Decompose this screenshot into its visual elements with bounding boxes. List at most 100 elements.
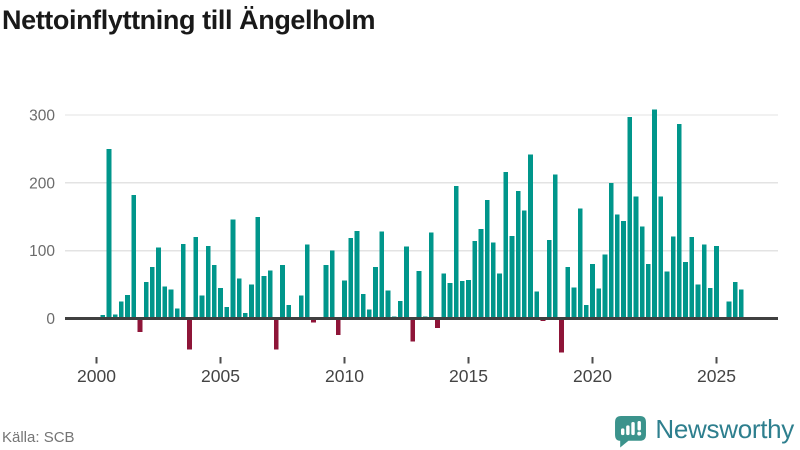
bar-positive xyxy=(707,287,713,319)
bar-positive xyxy=(546,239,552,319)
bar-positive xyxy=(453,186,459,319)
bar-positive xyxy=(193,237,199,319)
bar-positive xyxy=(242,313,248,319)
bar-positive xyxy=(645,264,651,319)
bar-positive xyxy=(218,287,223,319)
bar-positive xyxy=(255,216,261,319)
bar-positive xyxy=(571,287,577,319)
bar-positive xyxy=(131,195,137,319)
bar-positive xyxy=(577,208,583,319)
logo-bar-2 xyxy=(626,424,630,435)
bar-positive xyxy=(639,226,645,319)
bar-positive xyxy=(385,290,391,319)
bar-positive xyxy=(162,286,168,319)
bar-positive xyxy=(552,174,558,319)
x-tick-label: 2005 xyxy=(201,366,240,386)
bar-positive xyxy=(652,109,657,319)
bar-positive xyxy=(267,270,273,319)
bar-positive xyxy=(627,117,633,319)
bar-positive xyxy=(125,294,130,319)
bar-positive xyxy=(360,294,366,319)
x-tick-label: 2010 xyxy=(325,366,364,386)
bar-positive xyxy=(614,214,620,319)
bar-positive xyxy=(738,289,744,319)
bar-positive xyxy=(143,281,149,319)
bar-positive xyxy=(323,264,329,319)
bar-negative xyxy=(311,318,316,323)
bar-negative xyxy=(540,318,546,322)
bar-positive xyxy=(459,281,465,319)
y-tick-label: 0 xyxy=(46,311,55,328)
bar-positive xyxy=(199,295,205,319)
bar-positive xyxy=(168,289,174,319)
bar-positive xyxy=(521,210,527,319)
bar-positive xyxy=(664,271,670,319)
bar-positive xyxy=(726,301,732,319)
bar-positive xyxy=(447,283,453,319)
bar-negative xyxy=(410,318,416,342)
bar-positive xyxy=(416,271,422,319)
newsworthy-speech-bubble-icon xyxy=(615,415,647,447)
bar-negative xyxy=(435,318,440,328)
bar-positive xyxy=(397,300,403,319)
x-tick-label: 2000 xyxy=(77,366,116,386)
chart-title: Nettoinflyttning till Ängelholm xyxy=(2,5,376,35)
bar-positive xyxy=(596,288,602,319)
bar-positive xyxy=(590,264,595,319)
bar-positive xyxy=(658,196,664,319)
gridlines xyxy=(65,114,778,252)
bar-positive xyxy=(472,241,478,319)
x-tick-label: 2020 xyxy=(573,366,612,386)
bar-positive xyxy=(298,295,304,319)
bar-positive xyxy=(428,232,434,319)
bar-positive xyxy=(230,219,236,319)
bar-positive xyxy=(509,235,515,319)
logo-bar-3 xyxy=(631,421,636,435)
bar-positive xyxy=(478,228,484,319)
bar-positive xyxy=(224,306,230,319)
bars xyxy=(94,109,744,353)
bar-positive xyxy=(732,281,738,319)
bar-positive xyxy=(261,275,267,319)
bar-positive xyxy=(118,301,124,319)
bar-positive xyxy=(180,243,186,319)
bar-positive xyxy=(286,304,292,319)
bar-positive xyxy=(156,247,161,319)
logo-exclamation-dot xyxy=(637,431,642,436)
bar-positive xyxy=(329,250,335,319)
bar-positive xyxy=(497,273,502,319)
bar-positive xyxy=(280,264,285,319)
newsworthy-logo: Newsworthy xyxy=(614,414,794,448)
bar-positive xyxy=(112,314,118,319)
x-tick-label: 2025 xyxy=(697,366,736,386)
bar-positive xyxy=(354,231,360,319)
y-tick-label: 100 xyxy=(29,243,55,260)
bar-positive xyxy=(366,309,372,319)
bar-positive xyxy=(714,245,719,319)
bar-positive xyxy=(466,279,471,319)
bar-positive xyxy=(236,278,242,319)
bar-positive xyxy=(441,273,447,319)
logo-exclamation-stem xyxy=(637,420,642,430)
bar-positive xyxy=(373,266,378,319)
bar-positive xyxy=(695,284,701,319)
bar-positive xyxy=(515,190,521,319)
bar-positive xyxy=(676,123,682,319)
x-tick-label: 2015 xyxy=(449,366,488,386)
bar-positive xyxy=(211,264,217,319)
bar-positive xyxy=(484,199,490,319)
bar-positive xyxy=(701,244,707,319)
bar-positive xyxy=(602,254,608,319)
bar-negative xyxy=(273,318,279,350)
bar-positive xyxy=(205,245,211,319)
x-axis: 2000 2005 2010 2015 2020 2025 xyxy=(77,357,736,386)
bar-positive xyxy=(490,242,496,319)
bar-positive xyxy=(404,246,409,319)
bar-positive xyxy=(304,244,310,319)
bar-positive xyxy=(565,266,571,319)
y-tick-label: 300 xyxy=(29,108,55,125)
bar-positive xyxy=(583,304,589,319)
bar-positive xyxy=(379,231,385,319)
